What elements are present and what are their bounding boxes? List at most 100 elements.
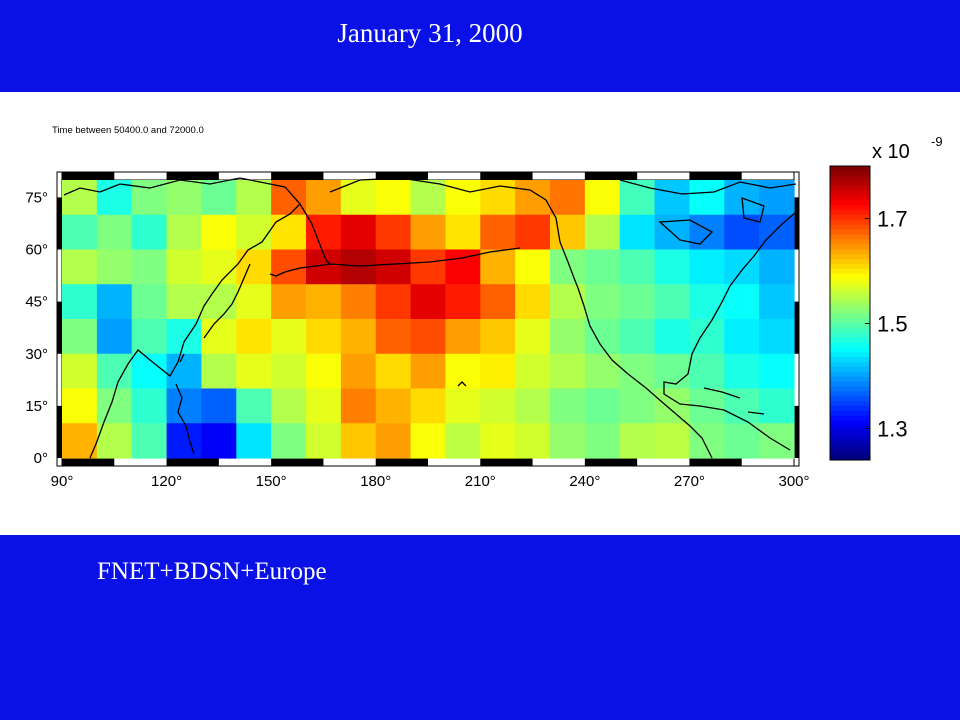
colorbar-step [830,396,870,402]
heat-cell [689,180,725,216]
heat-cell [236,423,272,459]
border-tick-bottom [62,458,115,466]
colorbar-step [830,298,870,304]
heat-cell [480,284,516,320]
border-tick-top [584,172,638,180]
heat-cell [96,214,133,251]
border-tick-bottom [375,458,428,466]
heat-cell [201,180,237,216]
colorbar-step [830,170,870,177]
heat-cell [759,353,795,390]
heat-cell [236,319,272,355]
colorbar-step [830,342,870,348]
heat-cell [584,249,621,285]
heat-cell [306,388,342,424]
colorbar-tick-label: 1.7 [877,207,908,232]
x-tick-label: 120° [151,473,182,490]
border-tick-top [166,172,219,180]
figure-svg: Time between 50400.0 and 72000.0 90° 120°… [25,125,942,490]
heat-cell [201,423,237,459]
coast-taiwan-philippines [175,353,195,455]
heat-cell [236,214,272,251]
coast-alaska [329,177,579,289]
coast-aleutians [329,247,521,267]
heat-cell [166,249,203,285]
heat-cell [445,214,481,251]
heat-cell [654,284,691,320]
coast-north-america-east [663,211,797,451]
colorbar-step [830,347,870,353]
heat-cell [550,353,586,390]
heat-cell [271,353,307,390]
heat-cell [201,214,237,251]
heat-cell [584,353,621,390]
x-tick-label: 180° [360,473,391,490]
network-label: FNET+BDSN+Europe [97,558,327,585]
heat-cell [62,353,98,390]
border-tick-left [57,197,62,250]
heat-cell [550,388,586,424]
hawaii-islands [457,381,467,387]
heat-cell [724,319,760,355]
colorbar-step [830,254,870,260]
heat-cell [340,319,377,355]
colorbar-step [830,425,870,432]
colorbar-step [830,180,870,187]
colorbar-step [830,371,870,378]
heat-cell [584,180,621,216]
date-title: January 31, 2000 [337,18,523,48]
heat-cell [340,214,377,251]
heat-cell [445,284,481,320]
heat-cell [236,249,272,285]
heat-cell [445,388,481,424]
heat-cell [271,388,307,424]
heat-cell [166,180,203,216]
y-tick-label: 15° [25,398,48,415]
heat-cell [759,388,795,424]
heat-cell [375,423,412,459]
heat-cell [724,284,760,320]
colorbar-step [830,273,870,280]
heat-cell [515,319,551,355]
heat-cell [515,353,551,390]
colorbar-step [830,313,870,319]
heat-cell [340,388,377,424]
heat-cell [375,284,412,320]
x-tick-label: 300° [778,473,809,490]
colorbar-step [830,322,870,329]
heat-cell [166,284,203,320]
heat-cell [515,423,551,459]
colorbar-step [830,357,870,363]
heat-cell [410,284,447,320]
heat-cell [480,388,516,424]
heat-cell [306,214,342,251]
colorbar-step [830,239,870,245]
heat-cell [96,423,133,459]
coastline-overlay [63,177,797,459]
heat-cell [166,214,203,251]
border-tick-left [57,405,62,458]
heat-cell [445,319,481,355]
colorbar-step [830,215,870,221]
heat-cell [306,319,342,355]
heat-cell [515,249,551,285]
heat-cell [375,319,412,355]
border-tick-bottom [271,458,324,466]
heat-cell [759,319,795,355]
heat-cell [375,388,412,424]
y-tick-label: 30° [25,346,48,363]
heat-cell [584,388,621,424]
colorbar-step [830,283,870,289]
time-window-label: Time between 50400.0 and 72000.0 [52,125,204,136]
colorbar-step [830,327,870,334]
colorbar-step [830,293,870,299]
colorbar-frame [829,165,871,461]
heat-cell [550,423,586,459]
heat-cell [410,423,447,459]
coast-kamchatka [269,203,332,277]
heat-cell [480,319,516,355]
heat-cell [689,284,725,320]
border-tick-top [62,172,115,180]
heat-cell [689,388,725,424]
colorbar-step [830,308,870,314]
